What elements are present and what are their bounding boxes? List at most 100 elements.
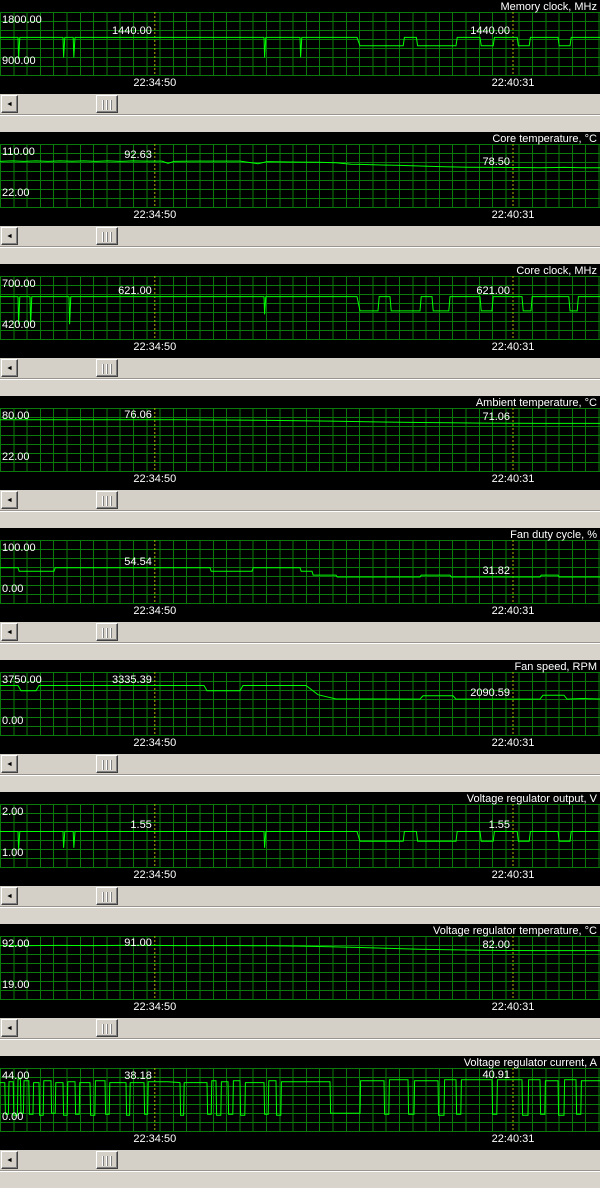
marker2-value-label: 78.50: [482, 155, 510, 168]
scrollbar-thumb[interactable]: [96, 623, 118, 641]
scrollbar-track[interactable]: ◄: [0, 1150, 600, 1171]
chart-grid: [0, 540, 600, 604]
chart-plot: [0, 144, 600, 208]
marker1-time-label: 22:34:50: [133, 1001, 177, 1013]
scroll-left-button[interactable]: ◄: [1, 491, 18, 509]
y-axis-max-label: 100.00: [2, 542, 36, 554]
marker2-time-label: 22:40:31: [491, 341, 535, 353]
scroll-left-arrow-icon: ◄: [6, 364, 13, 372]
marker2-time-label: 22:40:31: [491, 1001, 535, 1013]
chart-plot: [0, 672, 600, 736]
chart-title: Voltage regulator current, A: [463, 1057, 597, 1069]
scrollbar-track[interactable]: ◄: [0, 490, 600, 511]
scrollbar-thumb[interactable]: [96, 227, 118, 245]
marker1-time-label: 22:34:50: [133, 341, 177, 353]
chart-title: Core clock, MHz: [516, 265, 597, 277]
marker2-time-label: 22:40:31: [491, 869, 535, 881]
marker1-value-label: 621.00: [118, 284, 152, 297]
scroll-left-button[interactable]: ◄: [1, 623, 18, 641]
chart-grid: [0, 276, 600, 340]
marker1-value-label: 76.06: [124, 409, 152, 421]
scroll-left-button[interactable]: ◄: [1, 1019, 18, 1037]
scroll-left-arrow-icon: ◄: [6, 232, 13, 240]
marker2-value-label: 82.00: [482, 938, 510, 951]
chart-title: Voltage regulator temperature, °C: [433, 925, 597, 937]
scroll-left-arrow-icon: ◄: [6, 628, 13, 636]
chart-plot: [0, 804, 600, 868]
scroll-left-button[interactable]: ◄: [1, 755, 18, 773]
marker1-time-label: 22:34:50: [133, 605, 177, 617]
panel-separator: [0, 115, 600, 132]
scrollbar-thumb[interactable]: [96, 95, 118, 113]
chart-area: Core clock, MHz 700.00 420.00 621.00 621…: [0, 264, 600, 358]
scrollbar-track[interactable]: ◄: [0, 622, 600, 643]
marker2-time-label: 22:40:31: [491, 209, 535, 221]
y-axis-min-label: 22.00: [2, 451, 30, 463]
scroll-left-button[interactable]: ◄: [1, 887, 18, 905]
marker1-value-label: 92.63: [124, 149, 152, 162]
marker1-time-label: 22:34:50: [133, 1133, 177, 1145]
chart-plot: [0, 936, 600, 1000]
marker2-value-label: 2090.59: [470, 687, 510, 700]
chart-plot: [0, 276, 600, 340]
panel-separator: [0, 775, 600, 792]
y-axis-max-label: 700.00: [2, 278, 36, 290]
scrollbar-track[interactable]: ◄: [0, 1018, 600, 1039]
chart-plot: [0, 12, 600, 76]
monitor-panel: Memory clock, MHz 1800.00 900.00 1440.00…: [0, 0, 600, 132]
monitor-panel: Ambient temperature, °C 80.00 22.00 76.0…: [0, 396, 600, 528]
marker1-time-label: 22:34:50: [133, 77, 177, 89]
scroll-left-button[interactable]: ◄: [1, 227, 18, 245]
y-axis-min-label: 900.00: [2, 55, 36, 67]
marker1-value-label: 1.55: [130, 819, 152, 832]
chart-title: Fan speed, RPM: [514, 661, 597, 673]
y-axis-min-label: 19.00: [2, 979, 30, 991]
scrollbar-track[interactable]: ◄: [0, 226, 600, 247]
scrollbar-thumb[interactable]: [96, 1151, 118, 1169]
chart-area: Memory clock, MHz 1800.00 900.00 1440.00…: [0, 0, 600, 94]
scrollbar-track[interactable]: ◄: [0, 754, 600, 775]
chart-grid: [0, 144, 600, 208]
marker1-value-label: 3335.39: [112, 673, 152, 686]
chart-title: Voltage regulator output, V: [466, 793, 597, 805]
chart-grid: [0, 936, 600, 1000]
marker1-value-label: 38.18: [124, 1070, 152, 1083]
monitor-panel: Core clock, MHz 700.00 420.00 621.00 621…: [0, 264, 600, 396]
chart-title: Memory clock, MHz: [500, 1, 597, 13]
chart-plot: [0, 408, 600, 472]
chart-area: Fan duty cycle, % 100.00 0.00 54.54 31.8…: [0, 528, 600, 622]
y-axis-max-label: 110.00: [2, 146, 35, 158]
y-axis-max-label: 3750.00: [2, 674, 42, 686]
marker2-time-label: 22:40:31: [491, 77, 535, 89]
marker2-value-label: 1.55: [488, 819, 510, 832]
scrollbar-thumb[interactable]: [96, 359, 118, 377]
scroll-left-arrow-icon: ◄: [6, 100, 13, 108]
scrollbar-thumb[interactable]: [96, 887, 118, 905]
chart-title: Ambient temperature, °C: [475, 397, 597, 409]
scrollbar-thumb[interactable]: [96, 755, 118, 773]
chart-grid: [0, 672, 600, 736]
scrollbar-thumb[interactable]: [96, 491, 118, 509]
monitor-panel: Voltage regulator output, V 2.00 1.00 1.…: [0, 792, 600, 924]
panel-separator: [0, 907, 600, 924]
panel-separator: [0, 247, 600, 264]
scrollbar-track[interactable]: ◄: [0, 94, 600, 115]
scrollbar-track[interactable]: ◄: [0, 358, 600, 379]
scrollbar-track[interactable]: ◄: [0, 886, 600, 907]
y-axis-min-label: 1.00: [2, 847, 24, 859]
marker2-value-label: 71.06: [482, 411, 510, 424]
scroll-left-button[interactable]: ◄: [1, 95, 18, 113]
scroll-left-button[interactable]: ◄: [1, 1151, 18, 1169]
marker2-time-label: 22:40:31: [491, 737, 535, 749]
chart-grid: [0, 408, 600, 472]
chart-area: Core temperature, °C 110.00 22.00 92.63 …: [0, 132, 600, 226]
scrollbar-thumb[interactable]: [96, 1019, 118, 1037]
panel-separator: [0, 1039, 600, 1056]
marker2-time-label: 22:40:31: [491, 605, 535, 617]
marker1-time-label: 22:34:50: [133, 473, 177, 485]
scroll-left-arrow-icon: ◄: [6, 496, 13, 504]
marker1-time-label: 22:34:50: [133, 209, 177, 221]
scroll-left-button[interactable]: ◄: [1, 359, 18, 377]
scroll-left-arrow-icon: ◄: [6, 760, 13, 768]
